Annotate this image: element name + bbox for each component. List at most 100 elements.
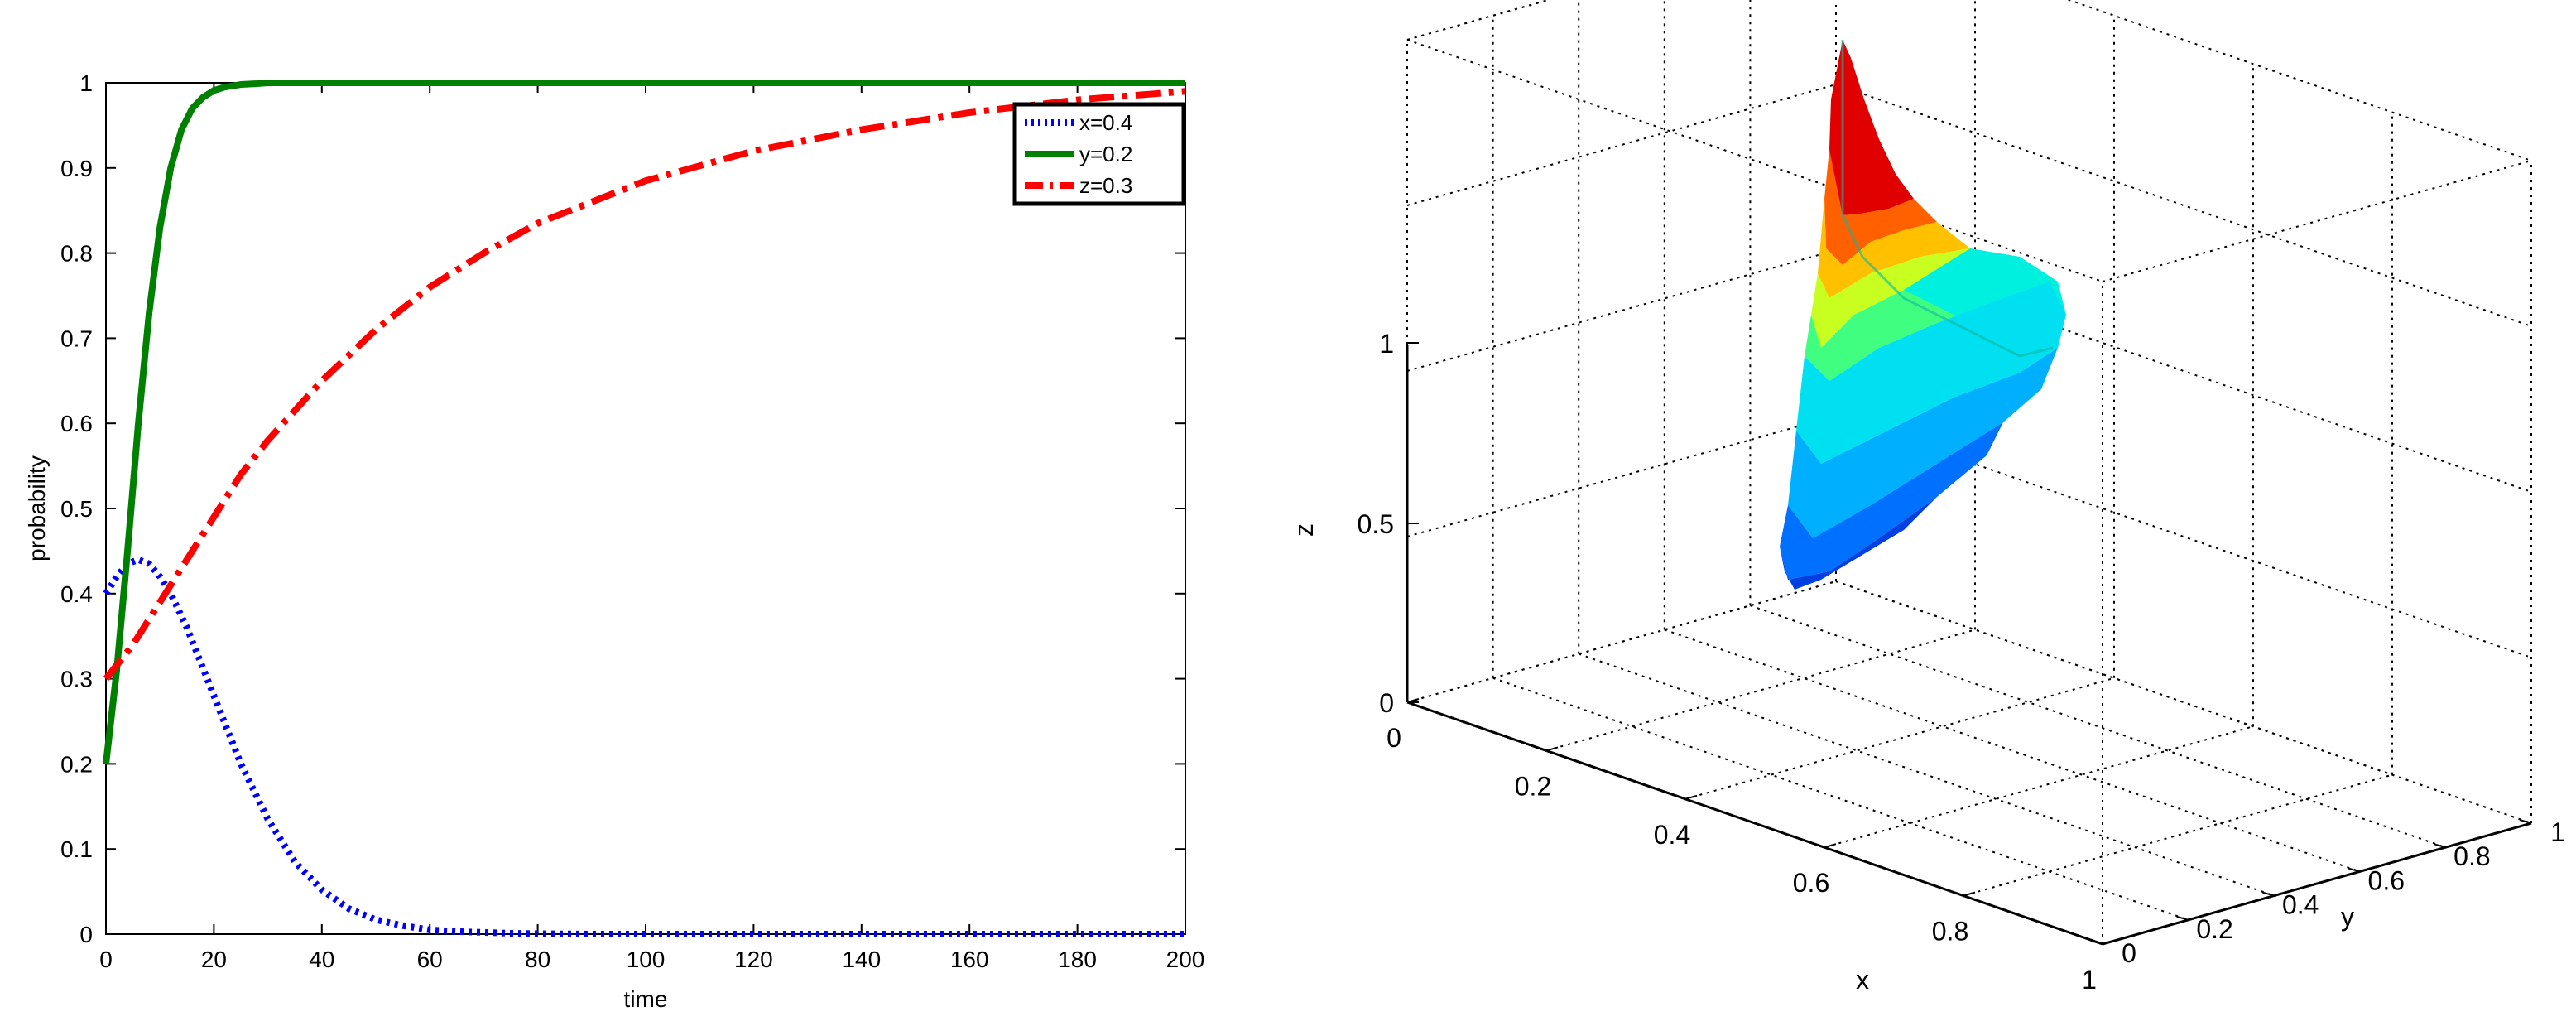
wall-gridline: [1406, 415, 1837, 537]
axis-ticks: 0 20 40 60 80 100 120 140 160 180 200 0 0.1 0.2 0.3 0.4…: [60, 70, 1204, 972]
y-axis-label: y: [2341, 902, 2354, 932]
y-tick-label: 0: [2122, 938, 2136, 968]
surface-ridge: [1841, 40, 2054, 358]
y-tick-label: 1: [79, 70, 93, 96]
y-tick: [2434, 843, 2446, 849]
wall-gridline: [2066, 0, 2532, 161]
x-tick-label: 0.8: [1932, 917, 1968, 947]
floor-gridline: [1664, 629, 2361, 873]
box-grid: [1406, 0, 2532, 946]
x-tick-label: 180: [1058, 947, 1097, 972]
legend-label: y=0.2: [1079, 142, 1132, 166]
floor-gridline: [1963, 773, 2393, 897]
surface-patch: [1780, 422, 2003, 580]
y-tick-label: 0.6: [60, 411, 93, 436]
y-tick-label: 1: [2550, 817, 2565, 847]
series-line: [103, 88, 1186, 682]
x-tick-label: 0.6: [1793, 868, 1829, 898]
box-edge: [1406, 0, 1551, 41]
y-tick-label: 0.2: [2196, 914, 2232, 944]
surface-plot: [1780, 40, 2066, 590]
x-tick-label: 0.2: [1515, 771, 1551, 801]
floor-gridline: [1684, 677, 2115, 800]
series-group: [103, 80, 1186, 937]
x-tick-label: 80: [525, 947, 550, 972]
x-tick-label: 160: [950, 947, 989, 972]
x-tick-label: 40: [309, 947, 334, 972]
x-tick-label: 1: [2082, 965, 2097, 995]
wall-gridline: [1406, 581, 1837, 703]
y-tick: [2519, 819, 2532, 824]
series-line: [103, 80, 1185, 764]
y-tick-label: 0.7: [60, 325, 93, 351]
wall-gridline: [1835, 581, 2532, 824]
series-line: [103, 556, 1185, 937]
floor-gridline: [1545, 629, 1976, 752]
surface-patch: [1788, 348, 2058, 538]
x-axis-label: x: [1856, 965, 1869, 995]
y-tick-label: 0.1: [60, 836, 93, 862]
y-tick-label: 0.3: [60, 667, 93, 692]
box-edge: [2102, 160, 2532, 282]
x-tick-label: 120: [734, 947, 773, 972]
y-tick-label: 0.8: [2453, 841, 2490, 871]
wall-gridline: [1406, 0, 1551, 41]
legend-label: x=0.4: [1079, 110, 1132, 135]
floor-gridline: [1750, 605, 2446, 849]
legend-label: z=0.3: [1079, 173, 1132, 198]
x-tick-label: 100: [627, 947, 666, 972]
legend-entry: z=0.3: [1025, 173, 1132, 198]
y-tick-label: 0.8: [60, 241, 93, 267]
y-tick-label: 0.5: [60, 496, 93, 522]
y-axis-line: [2102, 822, 2532, 946]
y-tick-label: 0.2: [60, 751, 93, 777]
surface-patch: [1829, 40, 1914, 215]
y-tick-label: 0.4: [2282, 890, 2319, 920]
y-axis-label: probability: [24, 455, 50, 561]
x-tick: [1824, 843, 1837, 849]
y-tick-label: 0.6: [2368, 865, 2405, 895]
floor-gridline: [1492, 677, 2189, 921]
z-tick-label: 0.5: [1358, 509, 1394, 539]
y-tick-label: 0.9: [60, 156, 93, 181]
x-tick-label: 140: [842, 947, 881, 972]
x-tick-label: 60: [417, 947, 443, 972]
floor-gridline: [1578, 653, 2275, 897]
legend: x=0.4 y=0.2 z=0.3: [1012, 102, 1186, 206]
wall-gridline: [1406, 84, 1837, 206]
floor-gridline: [1406, 581, 1837, 703]
x-tick-label: 0.4: [1654, 820, 1690, 850]
floor-gridline: [1835, 581, 2532, 824]
floor-gridline: [1824, 725, 2254, 849]
y-tick-label: 0.4: [60, 581, 93, 607]
x-tick: [2102, 940, 2115, 945]
y-tick-label: 0: [79, 922, 93, 947]
z-axis-label: z: [1289, 523, 1319, 537]
x-tick: [1963, 891, 1976, 897]
y-tick: [2176, 915, 2189, 921]
box-edge: [1406, 39, 2103, 282]
surface-patch: [1818, 199, 1970, 298]
y-tick: [2261, 891, 2275, 897]
y-tick: [2090, 940, 2103, 945]
line-chart: 0 20 40 60 80 100 120 140 160 180 200 0 0.1 0.2 0.3 0.4…: [24, 70, 1204, 1012]
y-tick: [2348, 867, 2361, 873]
wall-gridline: [1406, 249, 1837, 372]
surface-patch: [1796, 282, 2066, 464]
z-tick-label: 0: [1379, 688, 1394, 718]
x-tick-label: 0: [99, 947, 113, 972]
z-tick-label: 1: [1379, 329, 1394, 359]
x-tick: [1545, 746, 1559, 752]
x-tick-label: 200: [1166, 947, 1205, 972]
legend-entry: x=0.4: [1025, 110, 1132, 135]
legend-entry: y=0.2: [1025, 142, 1132, 166]
x-tick-label: 20: [201, 947, 227, 972]
x-tick-label: 0: [1387, 723, 1401, 753]
x-tick: [1684, 794, 1698, 800]
x-axis-line: [1406, 701, 2103, 946]
x-axis-label: time: [624, 986, 668, 1012]
plot-area-frame: [105, 82, 1186, 935]
